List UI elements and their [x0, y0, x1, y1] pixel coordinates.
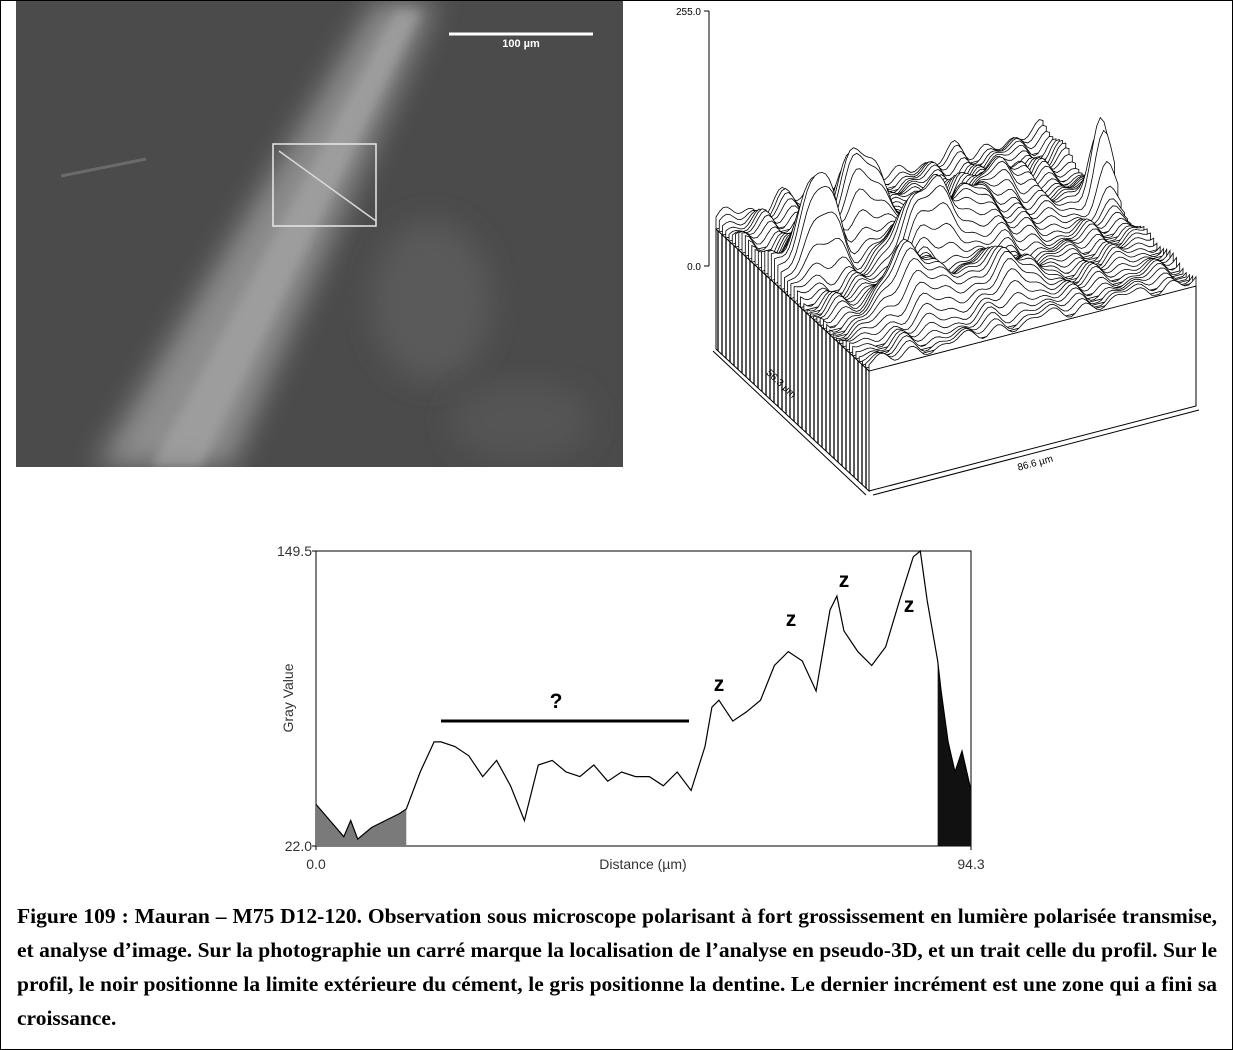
x-axis-label: Distance (µm) [599, 856, 686, 872]
x-tick-label: 0.0 [306, 856, 326, 872]
y-tick-label: 149.5 [277, 543, 312, 559]
figure: 100 µm 255.0 0.0 56.3 µm 86.6 µm Gray Va… [16, 1, 1200, 872]
profile-chart: Gray Value Distance (µm) 22.0 149.5 0.0 94.… [277, 543, 985, 872]
y-tick-label: 22.0 [285, 838, 312, 854]
surface-ridge [715, 119, 1044, 230]
micrograph: 100 µm [16, 1, 623, 467]
annotation: z [839, 569, 850, 592]
profile-region [937, 660, 971, 846]
scale-bar-label: 100 µm [502, 38, 540, 50]
annotation: z [714, 673, 725, 696]
z-top-label: 255.0 [676, 7, 701, 18]
annotation: z [904, 594, 915, 617]
x-tick-label: 94.3 [957, 856, 984, 872]
surface-plot: 255.0 0.0 56.3 µm 86.6 µm [676, 7, 1200, 496]
profile-region [316, 804, 407, 846]
surface-ridge [868, 275, 1197, 372]
z-bottom-label: 0.0 [687, 262, 701, 273]
profile-line [315, 549, 972, 841]
annotation: ? [550, 690, 563, 713]
annotation: z [786, 608, 797, 631]
caption: Figure 109 : Mauran – M75 D12-120. Obser… [17, 904, 1217, 1030]
y-axis-label: Gray Value [280, 663, 296, 732]
